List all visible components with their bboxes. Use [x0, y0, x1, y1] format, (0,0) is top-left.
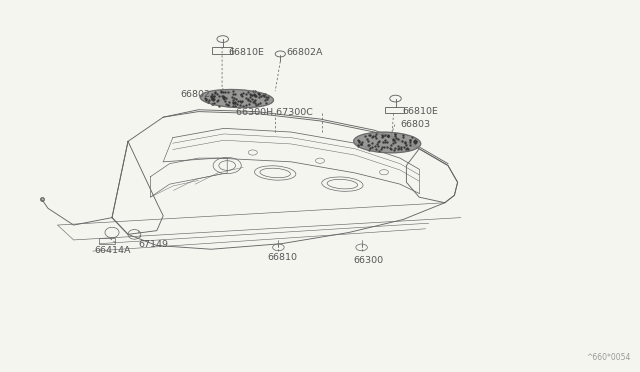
Text: 66300H 67300C: 66300H 67300C: [236, 108, 312, 117]
Ellipse shape: [354, 132, 420, 153]
Text: 66802: 66802: [180, 90, 211, 99]
Text: 67149: 67149: [138, 240, 168, 249]
Ellipse shape: [200, 90, 273, 108]
Text: 66414A: 66414A: [95, 246, 131, 255]
Text: 66810E: 66810E: [402, 107, 438, 116]
Bar: [212, 47, 232, 54]
Text: 66802A: 66802A: [287, 48, 323, 57]
Text: 66803: 66803: [400, 120, 430, 129]
Text: 66810: 66810: [268, 253, 298, 262]
Bar: [385, 107, 404, 113]
Text: 66300: 66300: [353, 256, 383, 265]
Text: 66810E: 66810E: [228, 48, 264, 57]
Bar: [99, 238, 115, 244]
Text: ^660*0054: ^660*0054: [586, 353, 630, 362]
